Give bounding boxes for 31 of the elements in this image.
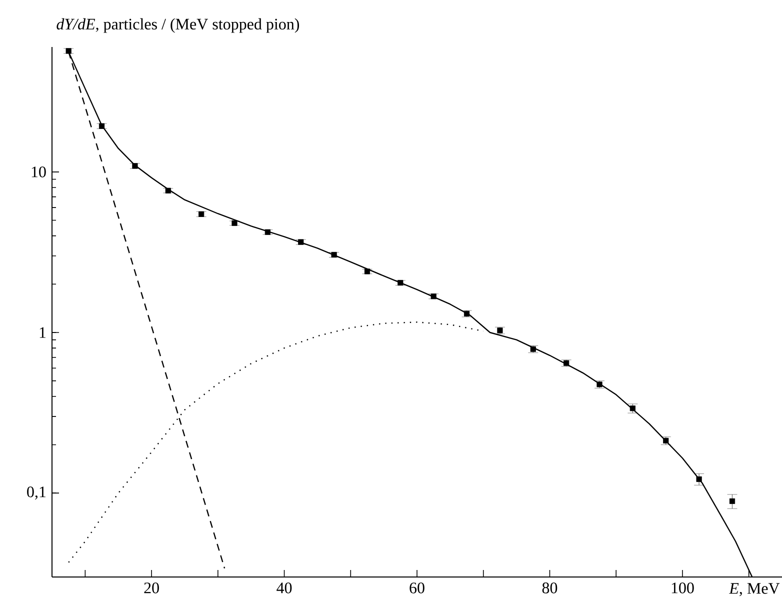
point <box>132 163 138 169</box>
x-axis-title: E, MeV <box>728 583 780 596</box>
x-tick-label: 60 <box>410 582 424 594</box>
point <box>398 280 404 286</box>
point <box>630 406 636 412</box>
point <box>564 360 570 366</box>
x-tick-label: 40 <box>276 582 292 594</box>
point <box>663 438 669 444</box>
point <box>66 48 72 54</box>
x-tick-label: 100 <box>672 582 694 594</box>
point <box>364 268 370 274</box>
y-tick-label: 1 <box>40 327 46 338</box>
x-tick-label: 80 <box>542 582 558 594</box>
point <box>232 220 238 226</box>
point <box>98 123 105 129</box>
x-tick-label: 20 <box>144 582 159 594</box>
point <box>729 498 736 504</box>
point <box>464 310 470 316</box>
point <box>530 346 536 352</box>
y-axis-title: dY/dE, particles / (MeV stopped pion) <box>56 18 300 33</box>
y-tick-label: 10 <box>32 166 46 178</box>
point <box>430 294 436 300</box>
point <box>696 476 702 482</box>
point <box>497 328 503 334</box>
y-tick-label: 0,1 <box>27 486 46 500</box>
point <box>165 188 171 194</box>
point <box>198 211 204 217</box>
point <box>264 229 270 235</box>
point <box>298 239 304 245</box>
point <box>596 382 602 388</box>
point <box>331 252 337 258</box>
